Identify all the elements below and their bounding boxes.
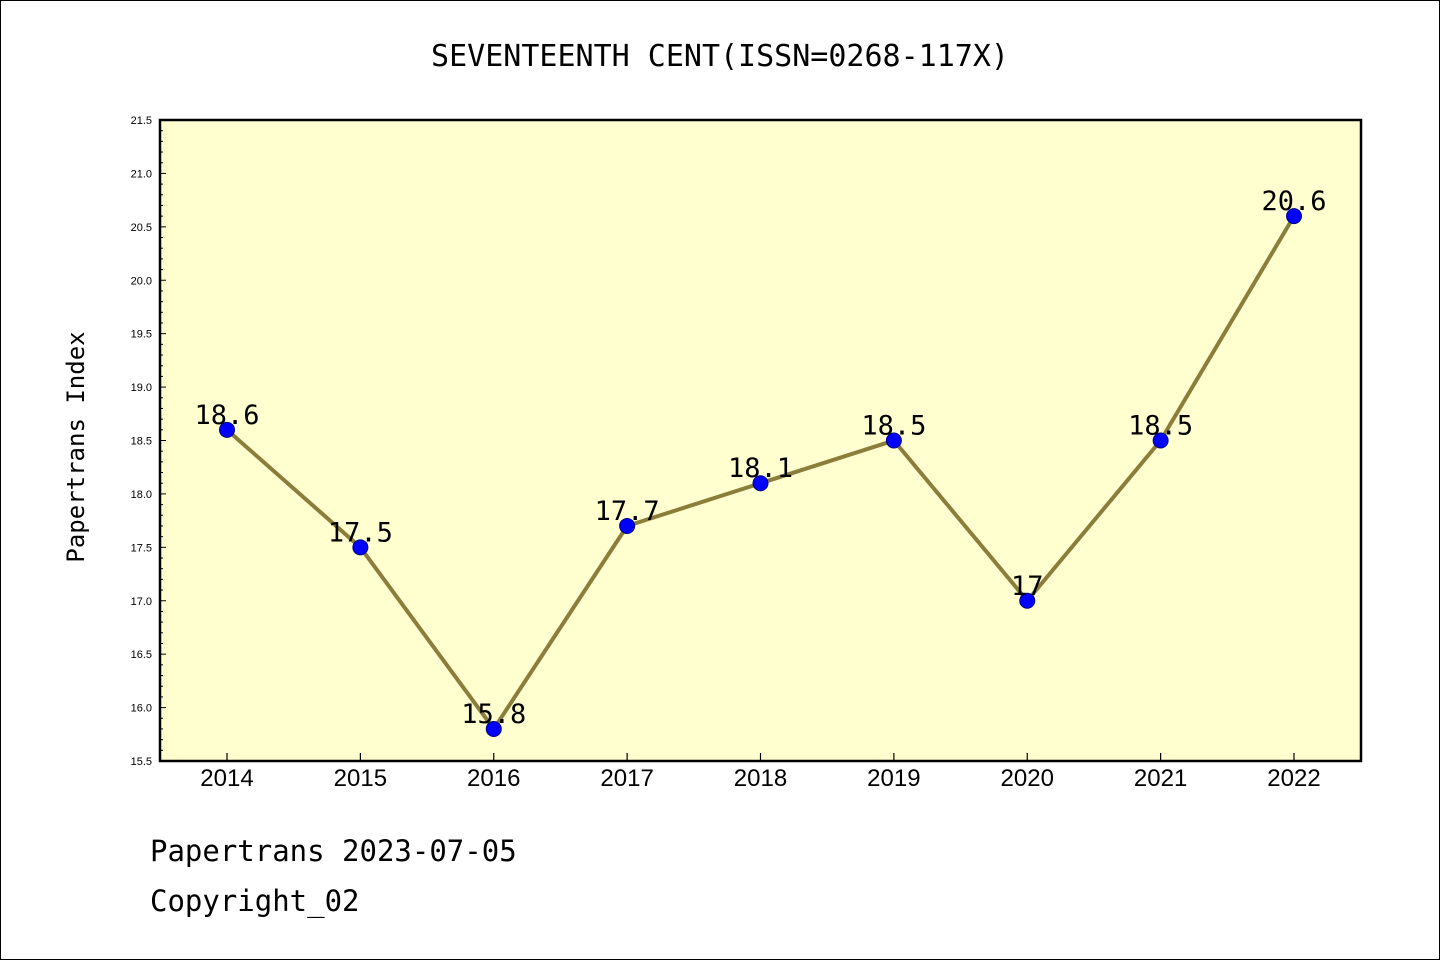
x-tick-label: 2017 [600, 765, 653, 792]
y-tick-label: 15.5 [131, 756, 152, 768]
data-label: 17.5 [328, 517, 393, 548]
data-label: 18.1 [728, 453, 793, 484]
footer-copyright: Copyright_02 [150, 884, 360, 918]
plot-border [158, 118, 1363, 763]
data-point [1152, 432, 1169, 449]
data-labels: 18.6 17.5 15.8 17.7 18.1 18.5 17 18.5 20.6 [194, 186, 1326, 730]
data-point [752, 475, 769, 492]
series [219, 208, 1302, 737]
y-tick-label: 19.5 [131, 329, 152, 341]
data-label: 18.5 [1128, 411, 1193, 442]
data-point [1286, 208, 1302, 225]
y-tick-label: 16.0 [131, 703, 152, 715]
data-point [885, 432, 902, 449]
y-tick-label: 21.5 [131, 115, 152, 127]
data-point [1019, 592, 1036, 609]
y-axis-label: Papertrans Index [62, 331, 90, 562]
data-label: 18.6 [194, 400, 259, 431]
y-tick-label: 20.5 [131, 222, 152, 234]
y-axis: 15.5 16.0 16.5 17.0 17.5 18.0 18.5 19.0 19.5 20.0… [131, 115, 166, 768]
data-point [352, 539, 369, 556]
x-tick-label: 2021 [1134, 765, 1187, 792]
footer-date: Papertrans 2023-07-05 [150, 834, 517, 868]
y-tick-label: 17.5 [131, 542, 152, 554]
y-tick-label: 16.5 [131, 649, 152, 661]
x-tick-label: 2015 [334, 765, 387, 792]
y-tick-label: 18.5 [131, 436, 152, 448]
y-tick-label: 19.0 [131, 382, 152, 394]
data-point [485, 720, 502, 737]
data-point [619, 517, 636, 534]
y-tick-label: 20.0 [131, 275, 152, 287]
y-tick-label: 17.0 [131, 596, 152, 608]
y-tick-label: 21.0 [131, 168, 152, 180]
x-axis: 2014 2015 2016 2017 2018 2019 2020 2021 2022 [200, 753, 1321, 792]
data-label: 17.7 [595, 496, 660, 527]
x-tick-label: 2018 [734, 765, 787, 792]
chart-title: SEVENTEENTH CENT(ISSN=0268-117X) [431, 39, 1009, 74]
x-tick-label: 2022 [1267, 765, 1320, 792]
y-tick-label: 18.0 [131, 489, 152, 501]
data-label: 15.8 [461, 699, 526, 730]
x-tick-label: 2016 [467, 765, 520, 792]
data-label: 20.6 [1261, 186, 1326, 217]
x-tick-label: 2019 [867, 765, 920, 792]
data-label: 17 [1011, 571, 1044, 602]
data-label: 18.5 [861, 411, 926, 442]
x-tick-label: 2014 [200, 765, 253, 792]
data-point [219, 421, 235, 438]
x-tick-label: 2020 [1001, 765, 1054, 792]
